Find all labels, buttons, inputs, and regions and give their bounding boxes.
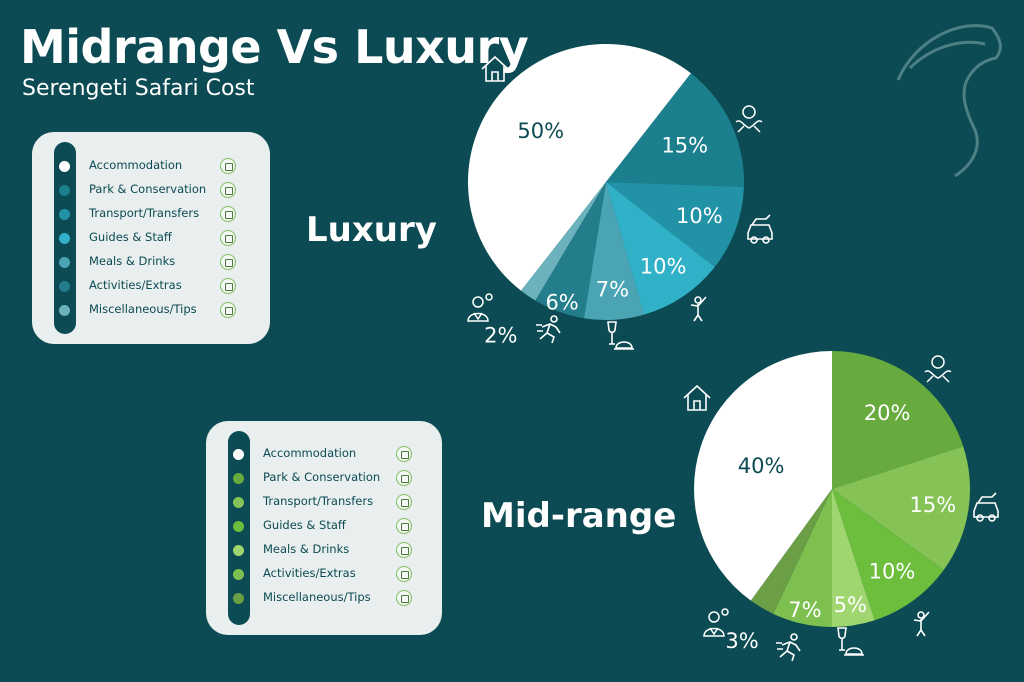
pie-data-label: 40% — [738, 454, 785, 478]
pie-slice — [832, 489, 944, 621]
pie-slice — [832, 351, 964, 489]
legend-label: Miscellaneous/Tips — [263, 590, 371, 604]
pie-data-label: 50% — [517, 119, 564, 143]
legend-dot — [59, 281, 70, 292]
legend-dot — [59, 161, 70, 172]
pie-data-label: 3% — [725, 629, 758, 653]
guide-person-icon — [690, 296, 707, 322]
legend-label: Transport/Transfers — [89, 206, 200, 220]
legend-label: Accommodation — [89, 158, 183, 172]
legend-label: Activities/Extras — [89, 278, 182, 292]
pie-slice — [694, 351, 832, 601]
midrange-chart-title: Mid-range — [481, 496, 677, 536]
pie-slice — [832, 489, 875, 627]
hands-money-icon — [396, 470, 412, 486]
pie-slice — [606, 182, 744, 267]
guide-person-icon — [220, 230, 236, 246]
pie-data-label: 15% — [661, 133, 708, 157]
tips-person-icon — [220, 302, 236, 318]
leopard-logo — [896, 24, 1002, 178]
hands-money-icon — [735, 105, 763, 133]
safari-car-icon — [973, 492, 999, 522]
meal-icon — [396, 542, 412, 558]
pie-slice — [521, 182, 606, 301]
legend-dot — [233, 521, 244, 532]
luxury-chart-title: Luxury — [306, 210, 437, 250]
tips-person-icon — [703, 608, 729, 637]
safari-car-icon — [220, 206, 236, 222]
legend-label: Park & Conservation — [89, 182, 207, 196]
meal-icon — [607, 321, 634, 350]
legend-dot — [233, 593, 244, 604]
pie-data-label: 2% — [484, 324, 517, 348]
pie-data-label: 7% — [596, 277, 629, 301]
legend-dot — [59, 185, 70, 196]
pie-data-label: 20% — [864, 401, 911, 425]
running-person-icon — [396, 566, 412, 582]
guide-person-icon — [396, 518, 412, 534]
legend-label: Activities/Extras — [263, 566, 356, 580]
hands-money-icon — [220, 182, 236, 198]
legend-label: Transport/Transfers — [263, 494, 374, 508]
page-title: Midrange Vs Luxury — [20, 20, 529, 74]
legend-dot — [233, 545, 244, 556]
tips-person-icon — [467, 293, 493, 322]
tips-person-icon — [396, 590, 412, 606]
house-icon — [683, 384, 711, 411]
pie-slice — [832, 446, 970, 571]
pie-data-label: 15% — [910, 493, 957, 517]
pie-slice — [750, 489, 832, 614]
legend-label: Meals & Drinks — [89, 254, 176, 268]
legend-label: Accommodation — [263, 446, 357, 460]
luxury-pie: 50% 15% 10% 10% 7% 6% 2% — [467, 43, 744, 348]
luxury-legend: Accommodation Park & Conservation Transpor… — [32, 132, 270, 344]
legend-dot — [233, 449, 244, 460]
pie-data-label: 10% — [640, 255, 687, 279]
legend-dot — [59, 233, 70, 244]
guide-person-icon — [913, 611, 930, 637]
legend-dot — [233, 473, 244, 484]
pie-slice — [535, 182, 606, 319]
running-person-icon — [220, 278, 236, 294]
house-icon — [220, 158, 236, 174]
safari-car-icon — [747, 214, 773, 244]
pie-slice — [467, 43, 691, 291]
legend-label: Guides & Staff — [89, 230, 172, 244]
safari-car-icon — [396, 494, 412, 510]
pie-slice — [583, 182, 645, 320]
pie-slice — [773, 489, 832, 627]
pie-data-label: 6% — [545, 291, 578, 315]
meal-icon — [220, 254, 236, 270]
house-icon — [396, 446, 412, 462]
legend-label: Park & Conservation — [263, 470, 381, 484]
legend-label: Guides & Staff — [263, 518, 346, 532]
midrange-pie: 40% 20% 15% 10%5% 7% 3% — [694, 351, 970, 653]
midrange-legend: Accommodation Park & Conservation Transpor… — [206, 421, 442, 635]
legend-dot — [59, 305, 70, 316]
legend-dot — [59, 209, 70, 220]
running-person-icon — [776, 633, 801, 662]
pie-data-label: 7% — [788, 598, 821, 622]
meal-icon — [837, 627, 864, 656]
running-person-icon — [536, 315, 561, 344]
legend-dot — [233, 497, 244, 508]
legend-label: Miscellaneous/Tips — [89, 302, 197, 316]
legend-label: Meals & Drinks — [263, 542, 350, 556]
legend-dot — [59, 257, 70, 268]
pie-slice — [606, 73, 744, 187]
pie-data-label: 10% — [676, 204, 723, 228]
pie-icons — [467, 55, 999, 662]
page-subtitle: Serengeti Safari Cost — [22, 76, 255, 101]
pie-data-label: 10% — [869, 560, 916, 584]
pie-data-label: 5% — [834, 593, 867, 617]
house-icon — [481, 55, 509, 82]
legend-dot — [233, 569, 244, 580]
pie-slice — [606, 182, 715, 315]
hands-money-icon — [924, 355, 952, 383]
